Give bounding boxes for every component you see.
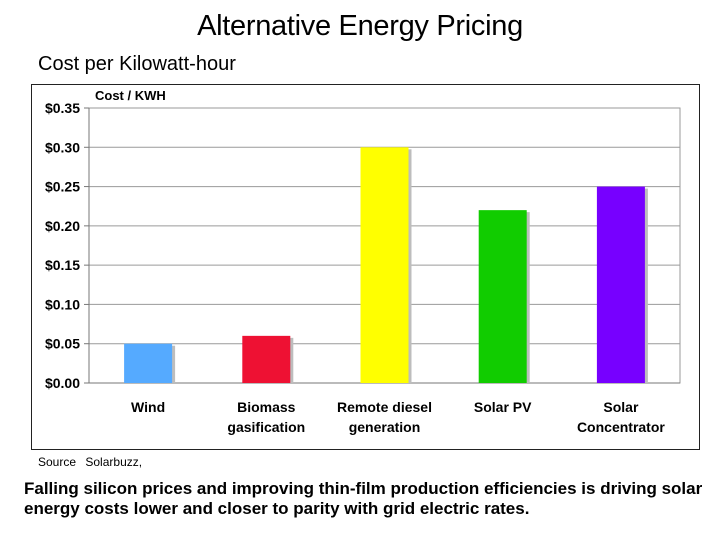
- y-tick-label: $0.25: [45, 179, 80, 195]
- caption-text: Falling silicon prices and improving thi…: [24, 479, 703, 518]
- bar-remote-diesel-generation: [360, 147, 409, 383]
- y-tick-label: $0.20: [45, 218, 80, 234]
- x-tick-label: gasification: [227, 419, 305, 435]
- y-tick-label: $0.30: [45, 139, 80, 155]
- x-tick-label: Remote diesel: [337, 399, 432, 415]
- x-tick-label: Concentrator: [577, 419, 665, 435]
- chart-frame: $0.00 $0.05 $0.10 $0.15 $0.20 $0.25 $0.30 $0.35…: [31, 84, 700, 450]
- bar-chart: $0.00 $0.05 $0.10 $0.15 $0.20 $0.25 $0.30 $0.35…: [45, 88, 681, 435]
- y-tick-label: $0.15: [45, 257, 80, 273]
- source-label: Source: [38, 455, 77, 469]
- bar-solar-pv: [478, 210, 527, 383]
- x-tick-label: Solar: [603, 399, 639, 415]
- x-tick-label: Biomass: [237, 399, 296, 415]
- x-tick-label: generation: [349, 419, 421, 435]
- x-tick-label: Wind: [131, 399, 165, 415]
- y-tick-label: $0.10: [45, 296, 80, 312]
- x-tick-label: Solar PV: [474, 399, 532, 415]
- page-subtitle: Cost per Kilowatt-hour: [38, 53, 236, 75]
- y-axis-title: Cost / KWH: [95, 88, 166, 103]
- source-value: Solarbuzz,: [85, 455, 143, 469]
- y-tick-label: $0.35: [45, 100, 80, 116]
- bar-biomass-gasification: [242, 335, 291, 383]
- bar-wind: [124, 343, 173, 383]
- page-title: Alternative Energy Pricing: [197, 10, 523, 42]
- y-tick-label: $0.05: [45, 336, 80, 352]
- source-note: Source Solarbuzz,: [38, 455, 148, 469]
- bar-solar-concentrator: [596, 186, 645, 383]
- y-tick-label: $0.00: [45, 375, 80, 391]
